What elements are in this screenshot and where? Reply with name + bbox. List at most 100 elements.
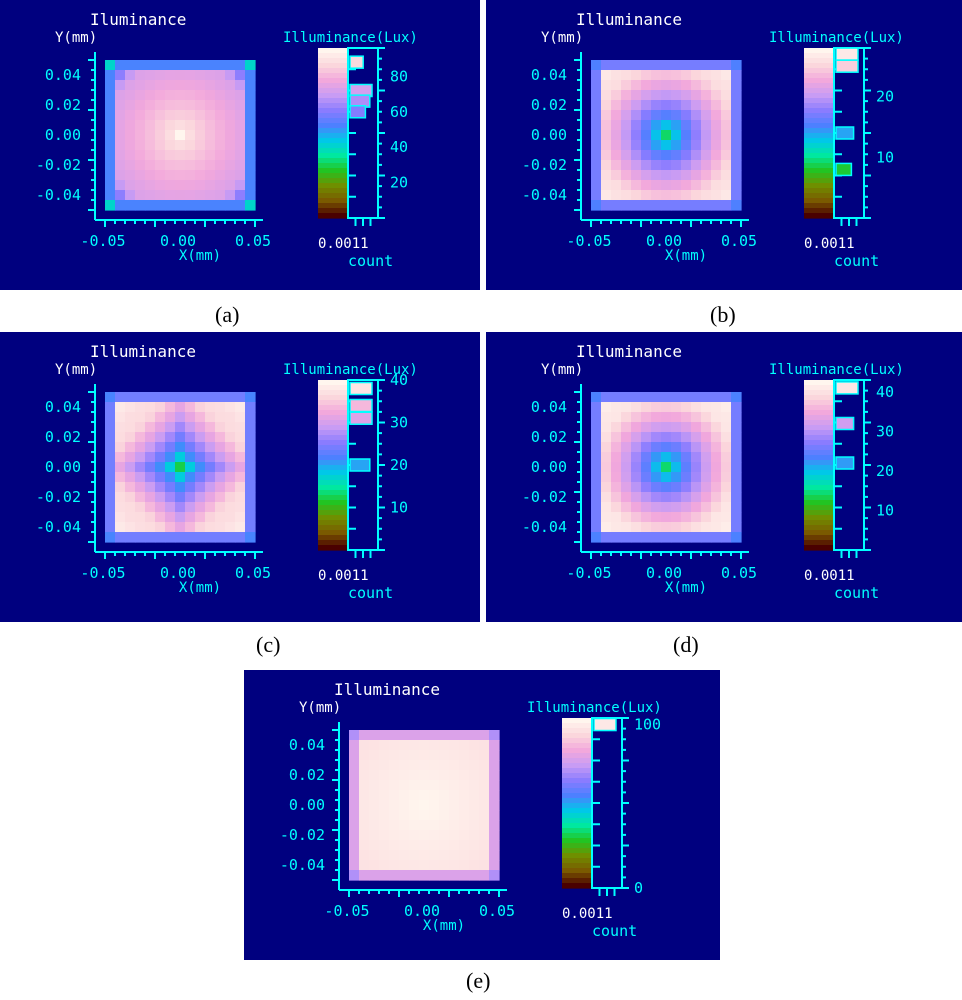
colorbar-step	[804, 213, 834, 219]
heatmap-cell	[135, 120, 146, 131]
heatmap-cell	[621, 392, 632, 403]
heatmap-cell	[651, 462, 662, 473]
colorbar-step	[804, 198, 834, 204]
heatmap-cell	[225, 190, 236, 201]
y-tick-label: 0.00	[531, 126, 567, 144]
heatmap-cell	[215, 60, 226, 71]
colorbar-step	[562, 753, 592, 759]
colorbar-step	[318, 515, 348, 521]
colorbar-title: Illuminance(Lux)	[769, 30, 904, 46]
heatmap-cell	[731, 462, 742, 473]
heatmap-cell	[145, 80, 156, 91]
heatmap-cell	[399, 860, 410, 871]
heatmap-cell	[711, 482, 722, 493]
count-tick-labels: 0.0011	[804, 236, 855, 252]
heatmap-cell	[349, 860, 360, 871]
heatmap-cell	[711, 100, 722, 111]
heatmap-cell	[621, 442, 632, 453]
heatmap-cell	[419, 780, 430, 791]
heatmap-cell	[215, 80, 226, 91]
heatmap-cell	[641, 180, 652, 191]
heatmap-cell	[379, 750, 390, 761]
heatmap-cell	[195, 70, 206, 81]
heatmap-cell	[631, 502, 642, 513]
heatmap-cell	[631, 130, 642, 141]
heatmap-cell	[145, 412, 156, 423]
heatmap-cell	[611, 60, 622, 71]
colorbar-step	[804, 430, 834, 436]
heatmap-cell	[245, 110, 256, 121]
heatmap-cell	[115, 200, 126, 211]
heatmap-cell	[591, 402, 602, 413]
colorbar-step	[318, 440, 348, 446]
heatmap-cell	[661, 190, 672, 201]
heatmap-cell	[165, 110, 176, 121]
colorbar-step	[318, 83, 348, 89]
heatmap-cell	[349, 870, 360, 881]
heatmap-cell	[701, 392, 712, 403]
heatmap-cell	[145, 452, 156, 463]
histogram-bars	[593, 717, 617, 732]
plot-axes	[88, 52, 263, 227]
heatmap-cell	[165, 160, 176, 171]
heatmap-cell	[165, 402, 176, 413]
colorbar-step	[804, 390, 834, 396]
heatmap-cell	[701, 170, 712, 181]
heatmap-cell	[449, 850, 460, 861]
histogram-bar	[349, 458, 371, 472]
heatmap-cell	[661, 432, 672, 443]
heatmap-cell	[661, 492, 672, 503]
heatmap-cell	[459, 730, 470, 741]
heatmap-cell	[359, 820, 370, 831]
heatmap-cell	[105, 110, 116, 121]
heatmap-cell	[135, 462, 146, 473]
heatmap-cell	[195, 532, 206, 543]
histogram-bar	[835, 456, 855, 470]
heatmap-cell	[641, 462, 652, 473]
heatmap-cell	[205, 110, 216, 121]
heatmap-cell	[245, 200, 256, 211]
heatmap-cell	[611, 492, 622, 503]
heatmap-cell	[399, 750, 410, 761]
heatmap-cell	[225, 532, 236, 543]
heatmap-cell	[651, 100, 662, 111]
heatmap-cell	[245, 140, 256, 151]
x-tick-label: -0.05	[80, 232, 125, 250]
heatmap-cell	[115, 532, 126, 543]
colorbar-step	[562, 773, 592, 779]
colorbar-step	[562, 828, 592, 834]
colorbar-step	[804, 515, 834, 521]
heatmap-cell	[195, 140, 206, 151]
heatmap-cell	[175, 110, 186, 121]
heatmap-cell	[631, 150, 642, 161]
heatmap-cell	[235, 190, 246, 201]
count-label: count	[834, 252, 879, 270]
colorbar-step	[804, 73, 834, 79]
y-tick-label: 0.02	[289, 766, 325, 784]
heatmap-cell	[215, 502, 226, 513]
heatmap-cell	[469, 860, 480, 871]
heatmap-cell	[369, 770, 380, 781]
heatmap-cell	[165, 392, 176, 403]
heatmap-cell	[661, 200, 672, 211]
heatmap-cell	[369, 750, 380, 761]
colorbar-step	[562, 808, 592, 814]
heatmap-cell	[631, 180, 642, 191]
heatmap-cell	[175, 80, 186, 91]
heatmap-cell	[245, 392, 256, 403]
heatmap-cell	[105, 180, 116, 191]
heatmap-cell	[215, 100, 226, 111]
heatmap-cell	[145, 422, 156, 433]
heatmap-cell	[215, 422, 226, 433]
heatmap-cell	[235, 442, 246, 453]
heatmap-cell	[701, 100, 712, 111]
heatmap-cell	[389, 750, 400, 761]
colorbar-step	[804, 455, 834, 461]
heatmap-cell	[389, 850, 400, 861]
heatmap-cell	[165, 512, 176, 523]
heatmap-cell	[155, 512, 166, 523]
y-tick-label: -0.02	[36, 156, 81, 174]
heatmap-cell	[125, 150, 136, 161]
heatmap-cell	[641, 492, 652, 503]
